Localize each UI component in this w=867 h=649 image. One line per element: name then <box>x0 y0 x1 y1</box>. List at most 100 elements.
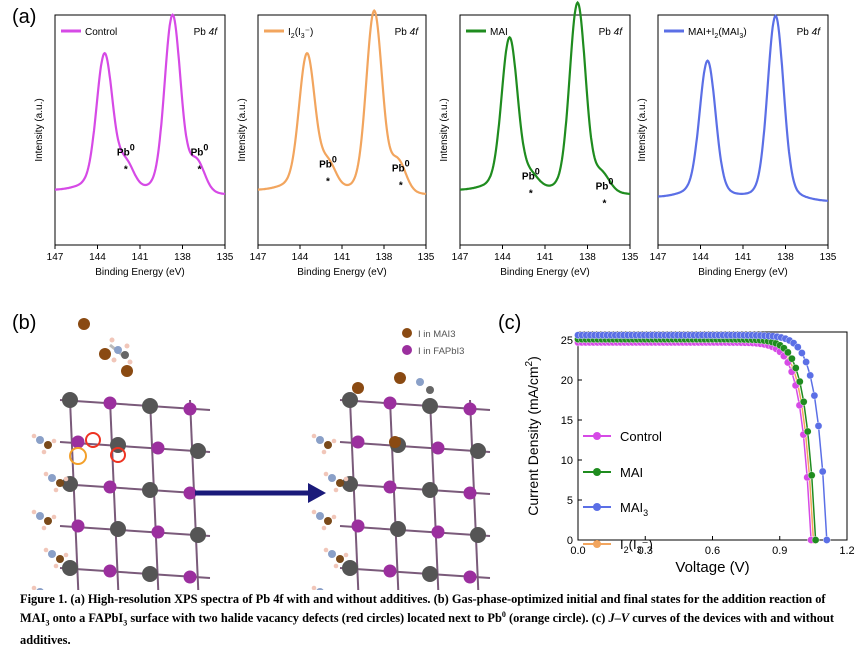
jv-point <box>798 349 806 357</box>
xps-xlabel: Binding Energy (eV) <box>500 267 590 278</box>
pb-atom <box>190 443 206 459</box>
h-atom <box>31 585 37 590</box>
jv-point <box>811 536 820 544</box>
legend-atom <box>402 328 412 338</box>
xps-tick-label: 144 <box>89 252 106 263</box>
legend-label: MAI3 <box>620 500 648 518</box>
iodine-atom <box>151 441 165 455</box>
n-atom <box>36 436 44 444</box>
xps-panel-1: 147 144 141 138 135 Binding Energy (eV) Intens… <box>34 13 234 278</box>
pb0-asterisk: * <box>198 165 202 176</box>
legend-marker <box>593 540 601 548</box>
legend-label: Control <box>85 27 117 38</box>
pb0-asterisk: * <box>399 181 403 192</box>
vacancy-marker <box>110 447 126 463</box>
h-atom <box>333 487 339 493</box>
jv-point <box>784 348 792 357</box>
figure-caption: Figure 1. (a) High-resolution XPS spectr… <box>20 591 852 648</box>
pb0-asterisk: * <box>529 189 533 200</box>
pb0-label: Pb0 <box>117 143 135 159</box>
c-atom <box>324 441 332 449</box>
y-tick-label: 15 <box>561 415 573 427</box>
n-atom <box>328 474 336 482</box>
h-atom <box>43 471 49 477</box>
legend-marker <box>593 468 601 476</box>
iodine-atom <box>431 525 445 539</box>
legend-atom <box>402 345 412 355</box>
xps-panel-2: 147 144 141 138 135 Binding Energy (eV) Intens… <box>237 8 435 278</box>
h-atom <box>321 449 327 455</box>
iodine-atom <box>463 486 477 500</box>
xps-xlabel: Binding Energy (eV) <box>297 267 387 278</box>
c-atom <box>426 386 434 394</box>
y-tick-label: 0 <box>567 535 573 547</box>
pb-atom <box>190 527 206 543</box>
iodine-atom <box>383 564 397 578</box>
y-tick-label: 20 <box>561 375 573 387</box>
xps-tick-label: 144 <box>692 252 709 263</box>
legend-item: Control <box>583 429 662 444</box>
jv-point <box>795 377 804 386</box>
xps-spectrum <box>460 0 630 195</box>
n-atom <box>316 512 324 520</box>
legend-label: Control <box>620 429 662 444</box>
c-atom <box>336 555 344 563</box>
xps-tick-label: 141 <box>132 252 149 263</box>
xps-spectrum <box>258 8 427 195</box>
bond <box>389 399 400 590</box>
legend-label: MAI+I2(MAI3) <box>688 27 747 40</box>
y-tick-label: 10 <box>561 455 573 467</box>
panel-b-label: (b) <box>12 312 37 334</box>
bond <box>149 399 160 590</box>
x-tick-label: 0.0 <box>570 545 585 557</box>
h-atom <box>63 552 69 558</box>
reaction-arrowhead <box>308 483 326 503</box>
caption-bold: Figure 1. <box>20 592 68 606</box>
x-tick-label: 0.3 <box>638 545 653 557</box>
c-atom <box>336 479 344 487</box>
c-atom <box>56 555 64 563</box>
xps-tick-label: 138 <box>174 252 191 263</box>
h-atom <box>343 552 349 558</box>
xps-ylabel: Intensity (a.u.) <box>637 98 648 161</box>
iodine-atom <box>394 372 406 384</box>
y-tick-label: 5 <box>567 495 573 507</box>
legend-item: I2(I3⁻) <box>583 537 653 555</box>
iodine-atom <box>463 570 477 584</box>
final-slab <box>311 372 491 590</box>
xps-spectrum <box>55 13 226 195</box>
xps-title: Pb 4f <box>599 27 624 38</box>
iodine-atom <box>383 480 397 494</box>
c-atom <box>121 351 129 359</box>
n-atom <box>36 512 44 520</box>
jv-chart: 0.0 0.3 0.6 0.9 1.2 0 5 10 15 20 25 Voltage (V) Curr… <box>524 331 855 576</box>
bond <box>429 399 440 590</box>
iodine-atom <box>103 396 117 410</box>
xps-spectra: 147 144 141 138 135 Binding Energy (eV) Intens… <box>34 0 837 278</box>
jv-point <box>814 422 823 430</box>
x-tick-label: 0.9 <box>772 545 787 557</box>
jv-line <box>578 338 817 541</box>
h-atom <box>31 509 37 515</box>
iodine-atom <box>183 570 197 584</box>
pb-atom <box>142 566 158 582</box>
x-tick-label: 1.2 <box>839 545 854 557</box>
xps-title: Pb 4f <box>395 27 420 38</box>
iodine-atom <box>431 441 445 455</box>
xps-tick-label: 147 <box>452 252 469 263</box>
iodine-atom <box>351 519 365 533</box>
n-atom <box>316 436 324 444</box>
jv-series <box>574 338 815 544</box>
xps-tick-label: 141 <box>334 252 351 263</box>
pb-atom <box>342 560 358 576</box>
bond <box>339 525 491 537</box>
xps-panel-3: 147 144 141 138 135 Binding Energy (eV) Intens… <box>439 0 639 278</box>
c-atom <box>324 517 332 525</box>
initial-slab <box>31 392 211 590</box>
jv-line <box>578 340 815 541</box>
pb-atom <box>342 392 358 408</box>
legend-label: I2(I3⁻) <box>620 537 653 555</box>
pb0-label: Pb0 <box>191 143 209 159</box>
panel-a-label: (a) <box>12 6 37 28</box>
pb-atom <box>62 392 78 408</box>
